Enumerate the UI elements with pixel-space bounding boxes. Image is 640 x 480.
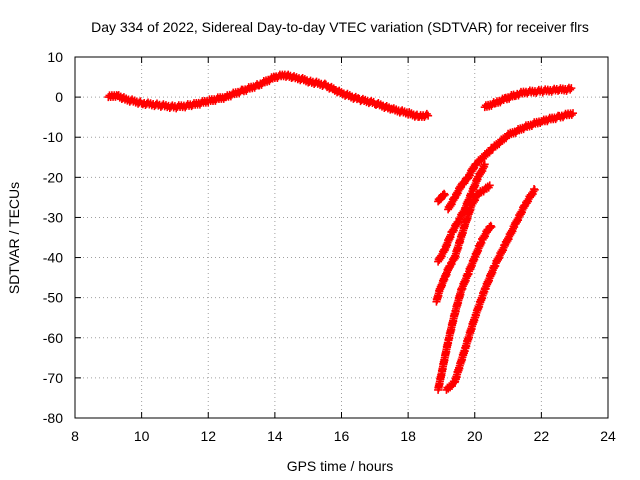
data-points (104, 70, 578, 394)
axis-ticks: 8 10 12 14 16 18 20 22 24 10 0 -10 -20 -30 -40 -50 -60 -7… (43, 49, 616, 444)
x-tick-label: 22 (534, 428, 550, 444)
data-point (567, 84, 576, 93)
x-axis-label: GPS time / hours (287, 458, 394, 474)
x-tick-label: 24 (600, 428, 616, 444)
y-tick-label: -30 (43, 209, 63, 225)
y-tick-label: 10 (47, 49, 63, 65)
series-segment-d (432, 181, 494, 306)
x-tick-label: 12 (200, 428, 216, 444)
data-point (424, 111, 433, 120)
data-point (422, 109, 431, 118)
data-point (566, 85, 575, 94)
y-axis-label: SDTVAR / TECUs (6, 182, 22, 294)
series-main-trace (104, 70, 433, 122)
data-point (487, 222, 496, 231)
x-tick-label: 8 (71, 428, 79, 444)
y-tick-label: -60 (43, 330, 63, 346)
y-tick-label: 0 (55, 89, 63, 105)
y-tick-label: -50 (43, 290, 63, 306)
series-late-high-trace (480, 83, 576, 112)
data-point (569, 109, 578, 118)
data-point (440, 190, 449, 199)
y-tick-label: -20 (43, 169, 63, 185)
x-tick-label: 20 (467, 428, 483, 444)
x-tick-label: 18 (400, 428, 416, 444)
series-segment-f (442, 184, 539, 394)
series-segment-e (434, 221, 496, 394)
y-tick-label: -80 (43, 410, 63, 426)
y-tick-label: -40 (43, 250, 63, 266)
series-segment-b (444, 109, 578, 214)
data-point (480, 160, 489, 169)
chart-title: Day 334 of 2022, Sidereal Day-to-day VTE… (91, 19, 589, 35)
y-tick-label: -10 (43, 129, 63, 145)
data-point (485, 181, 494, 190)
y-tick-label: -70 (43, 370, 63, 386)
data-point (530, 185, 539, 194)
data-point (567, 110, 576, 119)
x-tick-label: 10 (134, 428, 150, 444)
series-segment-a (434, 189, 449, 206)
x-tick-label: 14 (267, 428, 283, 444)
grid (75, 57, 608, 418)
x-tick-label: 16 (334, 428, 350, 444)
